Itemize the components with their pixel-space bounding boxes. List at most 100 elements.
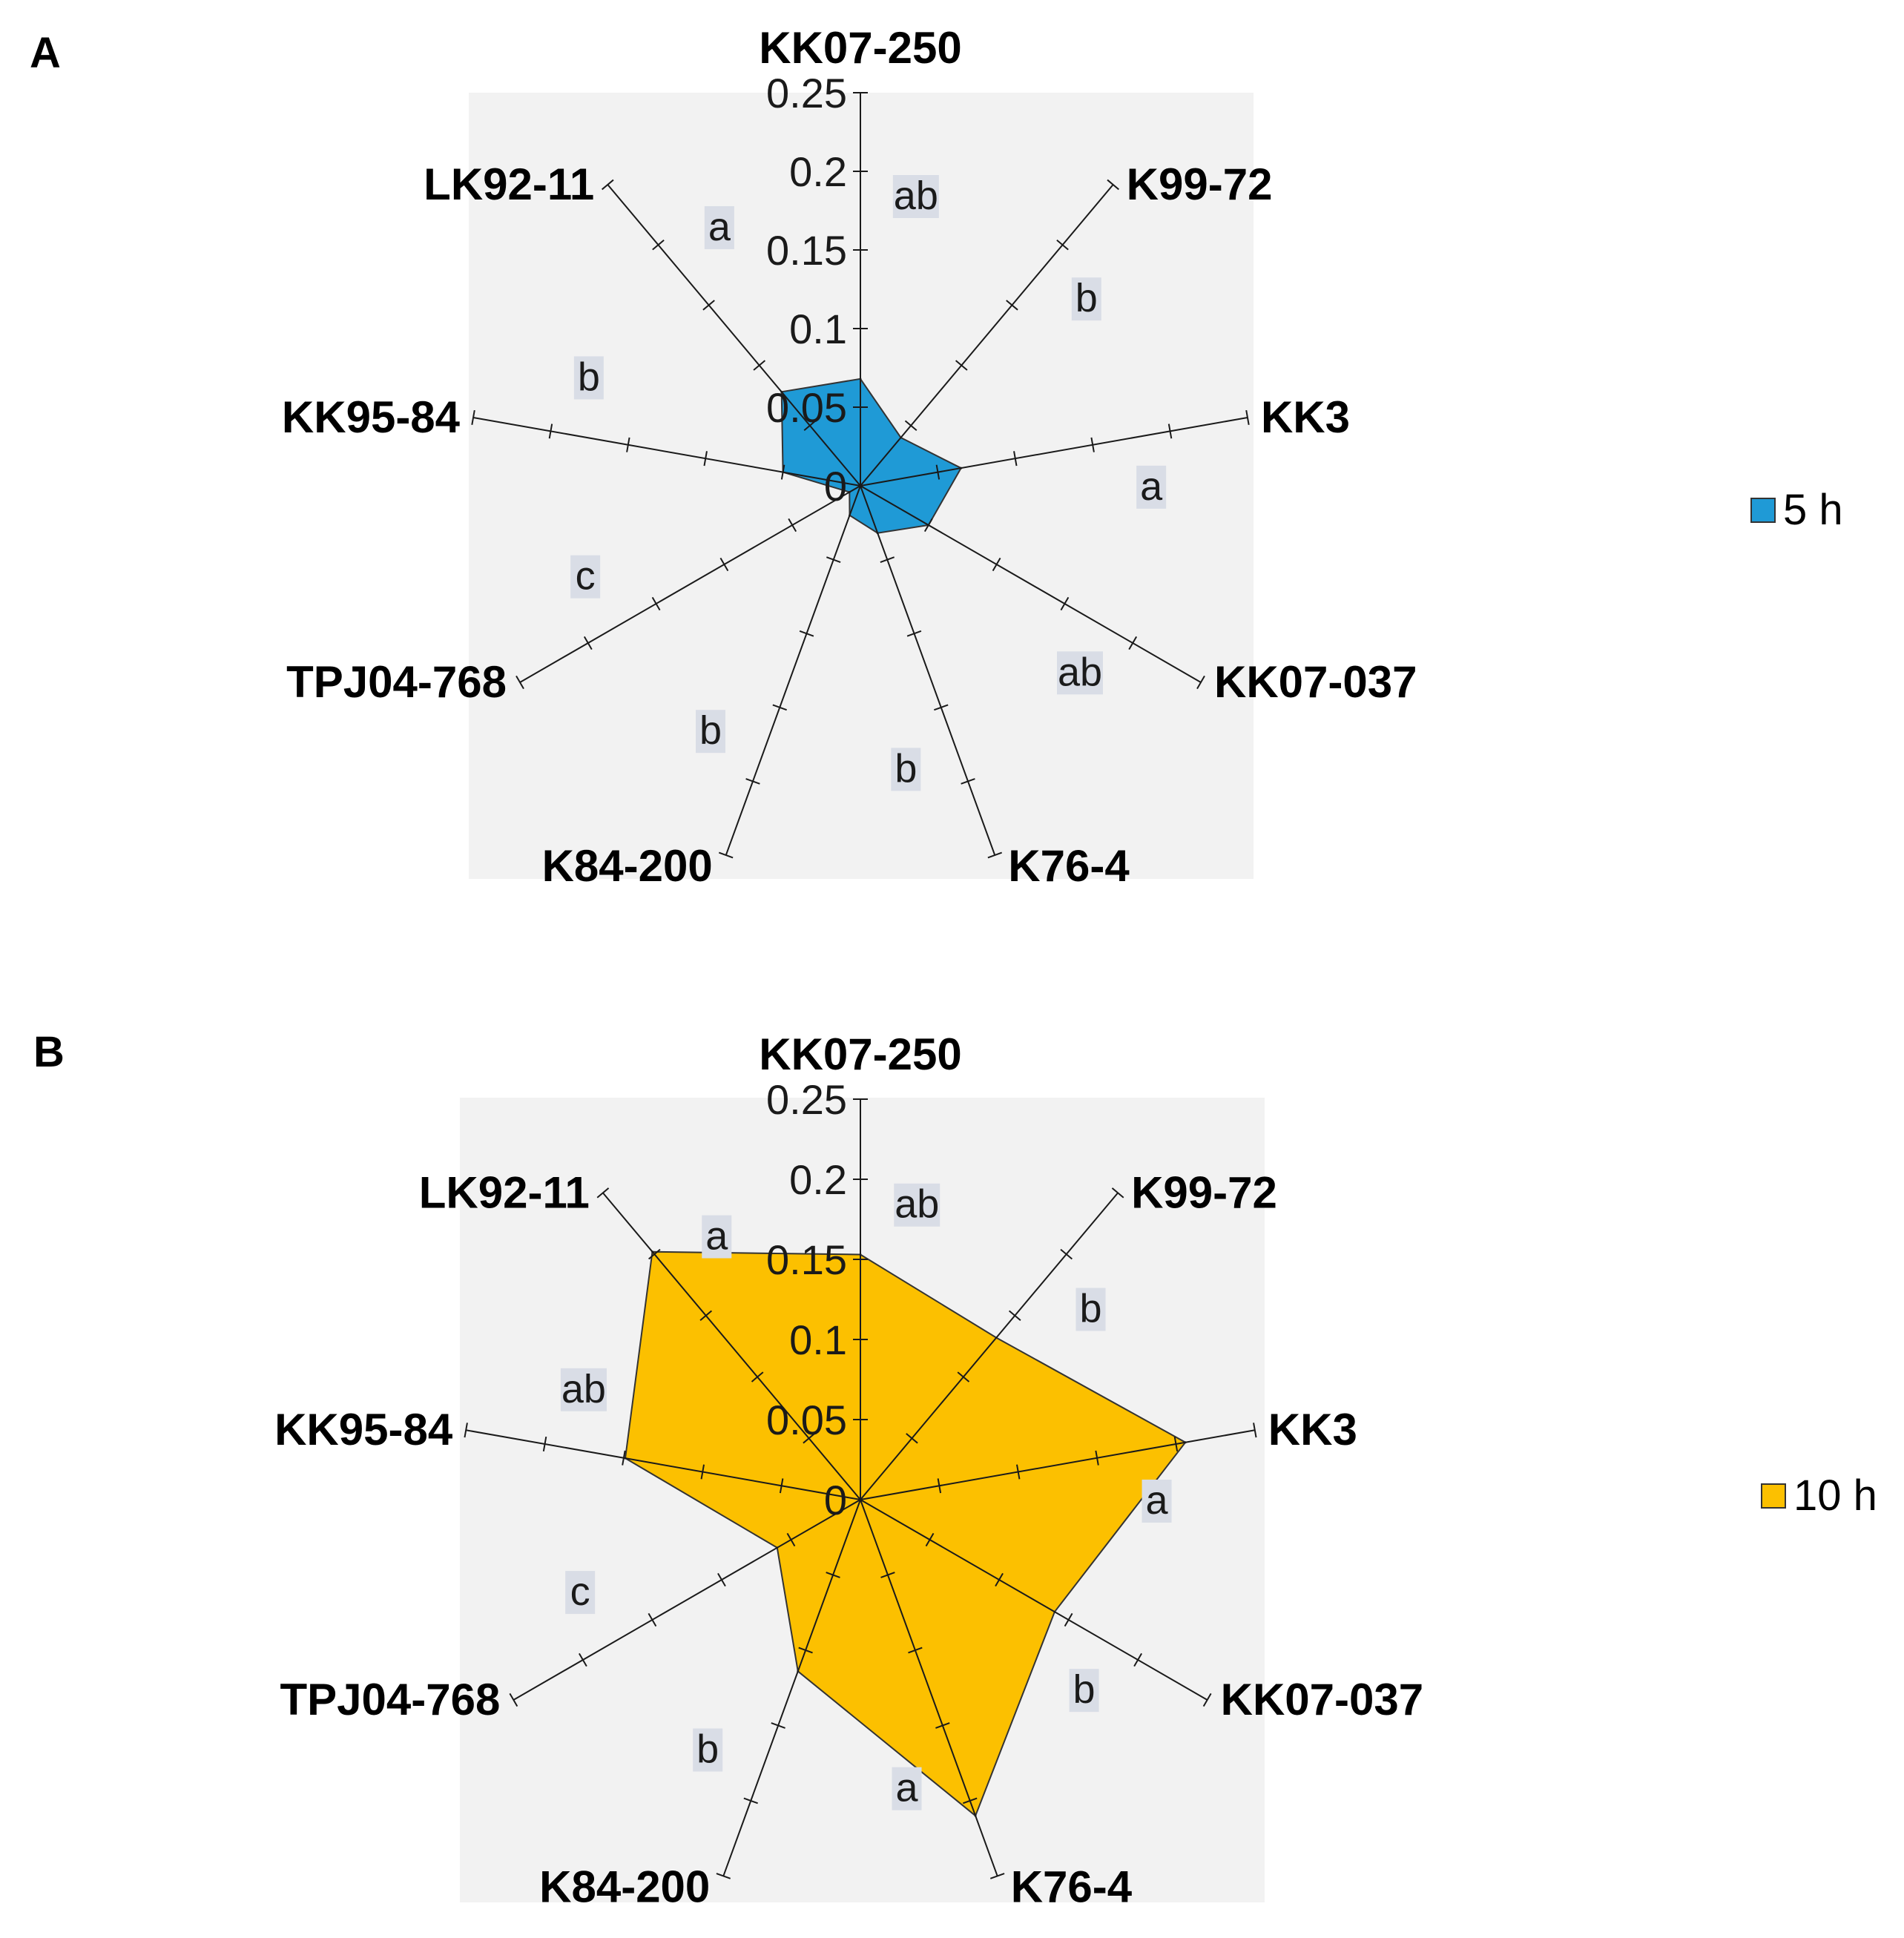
axis-tick (934, 704, 949, 711)
axis-tick (700, 1464, 705, 1480)
significance-box (696, 710, 726, 754)
legend-b: 10 h (1761, 1471, 1877, 1520)
significance-label: ab (894, 174, 938, 218)
axis-tick (583, 636, 593, 650)
category-label-kk07-250: KK07-250 (759, 23, 962, 73)
axis-tick (772, 704, 787, 711)
radial-tick-label: 0.1 (789, 1316, 847, 1363)
axis-tick (1196, 675, 1205, 690)
axis-tick (542, 1436, 547, 1452)
significance-label: c (576, 554, 596, 599)
axis-tick (1133, 1652, 1142, 1667)
significance-box (570, 555, 601, 599)
axis-tick (1056, 240, 1069, 251)
axis-tick (648, 1612, 657, 1627)
significance-label: a (895, 1766, 918, 1810)
axis-tick (906, 1433, 918, 1444)
axis-tick (702, 300, 715, 311)
axis-tick (648, 1248, 661, 1260)
axis-tick (955, 360, 968, 371)
panel-label-b: B (33, 1028, 65, 1076)
axis-tick (652, 240, 665, 251)
category-label-kk07-250: KK07-250 (759, 1029, 962, 1079)
axis-tick (716, 1873, 731, 1879)
radial-tick-label: 0.25 (766, 70, 847, 116)
significance-box (1071, 277, 1101, 321)
axis-tick (471, 409, 475, 425)
significance-box (573, 356, 604, 400)
axis-tick (987, 851, 1003, 859)
axis-tick (622, 1450, 626, 1466)
axis-tick (880, 1572, 895, 1578)
significance-box (892, 175, 939, 219)
significance-label: a (1146, 1478, 1169, 1523)
axis-tick (995, 1572, 1004, 1587)
axis-tick (1008, 1310, 1021, 1321)
axis-tick (826, 556, 841, 563)
radial-tick-label: 0.15 (766, 227, 847, 274)
significance-box (891, 748, 921, 791)
radial-tick-label: 0 (824, 1477, 847, 1523)
axis-tick (1095, 1450, 1099, 1466)
legend-a: 5 h (1750, 485, 1843, 535)
series-area-a (780, 378, 963, 534)
category-label-tpj04-768: TPJ04-768 (280, 1675, 500, 1724)
axis-tick (699, 1310, 713, 1321)
axis-tick (923, 518, 933, 533)
axis-tick (509, 1693, 518, 1707)
significance-label: ab (895, 1182, 939, 1227)
significance-box (1075, 1288, 1106, 1331)
axis-spoke-k84-200 (725, 485, 861, 856)
axis-tick (548, 423, 553, 439)
axis-tick (753, 360, 766, 371)
category-label-k99-72: K99-72 (1131, 1167, 1277, 1217)
axis-tick (1090, 437, 1095, 452)
axis-tick (1064, 1612, 1073, 1627)
axis-tick (743, 1797, 758, 1804)
axis-tick (651, 596, 661, 611)
axis-tick (602, 179, 614, 191)
axis-tick (1013, 451, 1018, 467)
radial-tick-label: 0.05 (766, 384, 847, 431)
axis-tick (788, 518, 797, 533)
significance-label: a (1140, 464, 1163, 509)
axis-tick (464, 1423, 468, 1438)
axis-tick (957, 1371, 970, 1382)
axis-spoke-k84-200 (722, 1499, 861, 1876)
axis-spoke-kk3 (860, 1429, 1255, 1500)
axis-spoke-kk95-84 (466, 1429, 861, 1500)
significance-label: ab (1058, 650, 1102, 694)
legend-swatch-10h (1761, 1483, 1786, 1509)
significance-box (704, 205, 734, 249)
radial-tick-label: 0.1 (789, 306, 847, 352)
category-label-kk95-84: KK95-84 (282, 392, 461, 442)
axis-tick (1015, 1464, 1021, 1480)
axis-tick (826, 1572, 840, 1578)
axis-tick (1128, 636, 1138, 650)
axis-tick (718, 851, 734, 859)
axis-tick (626, 437, 630, 452)
axis-tick (1173, 1436, 1179, 1452)
axis-tick (798, 1647, 813, 1654)
radial-tick-label: 0.05 (766, 1397, 847, 1443)
radial-tick-label: 0.15 (766, 1236, 847, 1283)
radial-tick-label: 0.2 (789, 148, 847, 195)
axis-tick (596, 1187, 610, 1199)
significance-label: b (696, 1727, 719, 1772)
significance-box (1056, 651, 1103, 695)
axis-tick (719, 557, 729, 572)
axis-tick (1107, 179, 1119, 191)
axis-tick (1060, 1248, 1073, 1260)
axis-tick (992, 557, 1001, 572)
axis-tick (745, 778, 760, 785)
axis-tick (908, 1647, 923, 1654)
significance-label: ab (561, 1367, 606, 1411)
series-area-b (624, 1250, 1187, 1817)
axis-tick (703, 451, 708, 467)
axis-tick (579, 1652, 587, 1667)
legend-label-10h: 10 h (1793, 1471, 1877, 1520)
radial-tick-label: 0.25 (766, 1076, 847, 1123)
category-label-k99-72: K99-72 (1127, 159, 1273, 209)
